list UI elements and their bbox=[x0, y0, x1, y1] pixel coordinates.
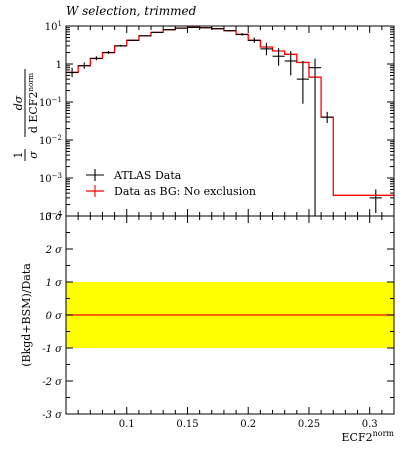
x-tick-label: 0.25 bbox=[298, 419, 320, 430]
x-tick-label: 0.15 bbox=[176, 419, 198, 430]
y-tick-label-exp: −3 bbox=[52, 172, 62, 180]
y-tick-label-base: 10 bbox=[39, 136, 52, 147]
ratio-y-tick-label: -2 σ bbox=[42, 377, 63, 388]
y-tick-label: 10−4 bbox=[39, 210, 63, 223]
legend-label-data: ATLAS Data bbox=[113, 169, 182, 182]
y-axis-prefix-den: σ bbox=[27, 151, 40, 159]
legend-label-bg: Data as BG: No exclusion bbox=[114, 185, 256, 198]
y-axis-denominator-text: d ECF2 bbox=[27, 92, 40, 134]
y-tick-label-base: 10 bbox=[39, 212, 52, 223]
data-points bbox=[66, 26, 382, 216]
y-axis-numerator: dσ bbox=[12, 95, 25, 110]
ratio-y-tick-label: -3 σ bbox=[42, 410, 63, 421]
y-tick-label-base: 1 bbox=[56, 60, 62, 71]
y-tick-label-base: 10 bbox=[39, 174, 52, 185]
x-tick-label: 0.1 bbox=[119, 419, 135, 430]
x-tick-label: 0.3 bbox=[362, 419, 378, 430]
ratio-y-tick-label: 2 σ bbox=[45, 245, 64, 256]
ratio-y-tick-label: 1 σ bbox=[46, 278, 64, 289]
y-tick-label: 101 bbox=[45, 20, 62, 33]
y-tick-label: 10−3 bbox=[39, 172, 62, 185]
y-tick-label-exp: 1 bbox=[58, 20, 62, 28]
y-tick-label-base: 10 bbox=[39, 98, 52, 109]
y-tick-label-exp: −4 bbox=[52, 210, 63, 218]
ratio-y-tick-label: 3 σ bbox=[46, 212, 64, 223]
x-axis-title: ECF2norm bbox=[342, 429, 395, 444]
ratio-y-axis-title: (Bkgd+BSM)/Data bbox=[20, 263, 33, 367]
y-tick-label: 1 bbox=[56, 60, 62, 71]
x-axis-title-text: ECF2 bbox=[342, 431, 373, 444]
y-tick-label-base: 10 bbox=[45, 22, 58, 33]
y-tick-label-exp: −2 bbox=[52, 134, 62, 142]
chart-title: W selection, trimmed bbox=[66, 4, 197, 18]
y-axis-denominator-sup: norm bbox=[27, 72, 35, 91]
x-axis-title-sup: norm bbox=[373, 429, 395, 438]
ratio-y-tick-label: 0 σ bbox=[46, 311, 64, 322]
y-axis-denominator: d ECF2norm bbox=[27, 72, 40, 133]
y-tick-label: 10−1 bbox=[39, 96, 62, 109]
y-axis-title: 1 σ dσ d ECF2norm bbox=[12, 69, 40, 161]
y-tick-label: 10−2 bbox=[39, 134, 62, 147]
ratio-y-tick-label: -1 σ bbox=[42, 344, 63, 355]
y-tick-label-exp: −1 bbox=[52, 96, 62, 104]
x-tick-label: 0.2 bbox=[240, 419, 256, 430]
y-axis-prefix-num: 1 bbox=[12, 152, 25, 159]
